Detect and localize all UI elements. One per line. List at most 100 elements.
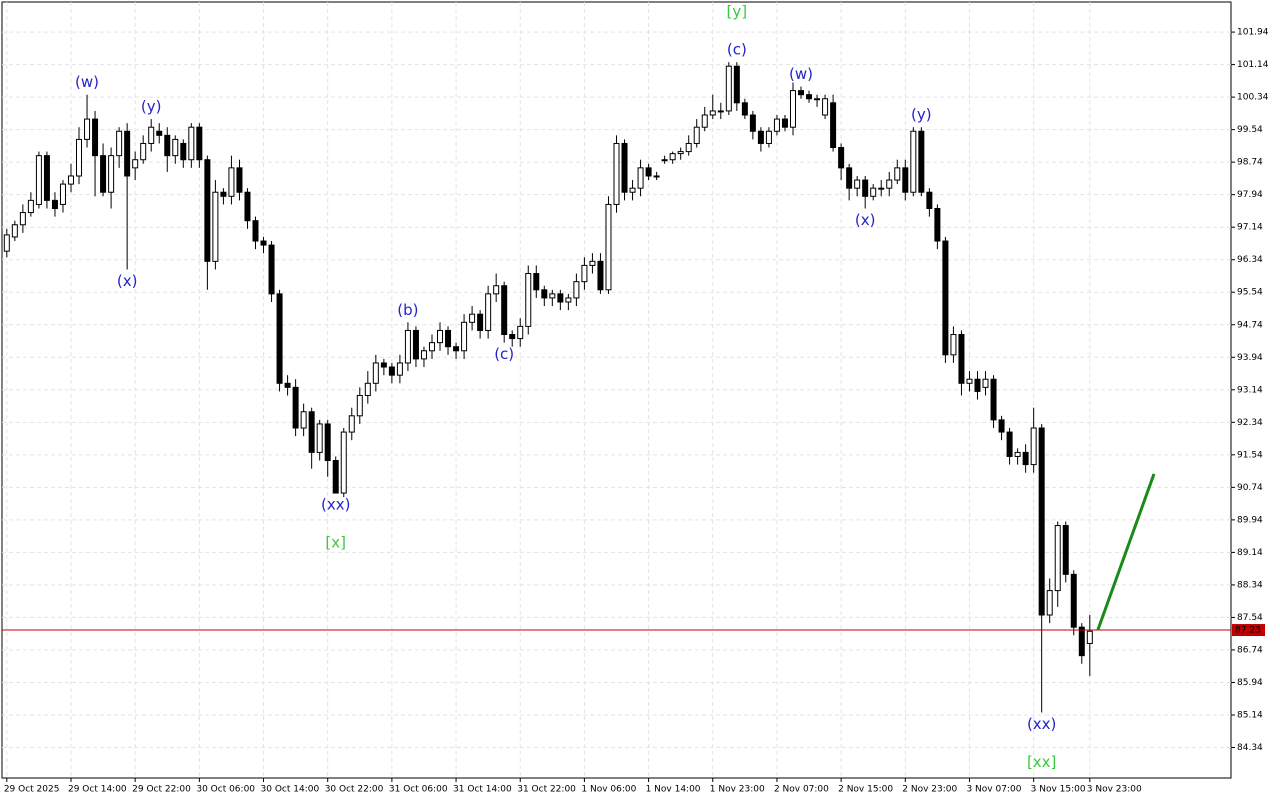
candle-body [1014,451,1021,457]
candle-body [549,293,556,299]
candle-body [789,90,796,128]
y-tick-label: 95.54 [1237,288,1263,298]
candle-body [918,130,925,193]
candle-body [3,234,10,252]
candle-body [870,187,877,197]
y-tick-label: 94.74 [1237,320,1263,330]
y-tick-label: 89.14 [1237,548,1263,558]
wave-label: [y] [727,3,748,21]
candle-body [934,207,941,242]
candle-body [92,118,99,157]
candle-body [1046,590,1053,616]
candle-body [910,130,917,193]
candle-body [316,423,323,453]
y-tick-label: 90.74 [1237,483,1263,493]
candle-body [902,167,909,193]
candle-body [84,118,91,140]
candle-body [132,159,139,169]
x-tick-label: 30 Oct 14:00 [261,785,320,795]
candle-body [212,191,219,262]
candle-body [942,240,949,356]
candle-body [1022,451,1029,466]
candle-body [573,281,580,299]
y-tick-label: 89.94 [1237,515,1263,525]
candle-body [124,130,131,177]
candle-body [653,175,660,178]
wave-label: [x] [325,534,346,552]
candle-body [557,293,564,303]
candle-body [533,273,540,291]
wave-label: [xx] [1027,753,1056,771]
projection-line [1096,473,1156,631]
candle-body [485,293,492,331]
candle-body [404,329,411,364]
x-tick-label: 1 Nov 14:00 [646,785,701,795]
candle-body [645,167,652,177]
wave-label: (x) [855,211,876,229]
y-tick-label: 86.74 [1237,645,1263,655]
x-tick-label: 1 Nov 06:00 [581,785,636,795]
candle-body [364,382,371,396]
candle-body [340,431,347,494]
y-tick-label: 100.34 [1237,93,1269,103]
candle-body [51,199,58,209]
candle-body [541,289,548,299]
wave-label: (y) [141,98,162,116]
candle-body [1030,427,1037,466]
candle-body [188,126,195,161]
x-tick-label: 29 Oct 22:00 [132,785,191,795]
candle-body [565,297,572,303]
candle-body [308,411,315,453]
candle-body [388,366,395,376]
candle-body [348,415,355,433]
candle-body [356,394,363,417]
candle-body [67,175,74,185]
x-tick-label: 30 Oct 22:00 [325,785,384,795]
candle-body [244,191,251,222]
wave-label: (w) [789,65,813,83]
candle-body [284,382,291,388]
candle-body [1038,427,1045,616]
y-tick-label: 84.34 [1237,743,1263,753]
candle-body [228,167,235,197]
candle-body [27,199,34,214]
candle-body [509,334,516,340]
y-tick-label: 96.34 [1237,255,1263,265]
candle-body [517,325,524,340]
candle-body [380,362,387,368]
candle-body [781,118,788,128]
candle-body [717,110,724,113]
wave-label: (c) [494,345,514,363]
candle-body [621,142,628,193]
candle-body [886,179,893,189]
candle-body [420,350,427,360]
y-tick-label: 97.14 [1237,223,1263,233]
candle-body [998,419,1005,433]
candle-body [108,155,115,193]
candle-body [958,334,965,384]
y-tick-label: 87.54 [1237,613,1263,623]
candle-body [749,114,756,132]
candle-body [605,203,612,291]
candle-body [757,130,764,144]
candle-body [164,134,171,157]
x-tick-label: 2 Nov 15:00 [838,785,893,795]
x-tick-label: 3 Nov 07:00 [966,785,1021,795]
candle-body [926,191,933,209]
candle-body [268,244,275,295]
candle-body [982,378,989,388]
candle-body [966,378,973,384]
candle-body [11,224,18,238]
y-tick-label: 92.34 [1237,418,1263,428]
candle-body [701,114,708,128]
x-tick-label: 29 Oct 2025 [4,785,60,795]
candle-body [100,155,107,193]
candle-body [236,167,243,193]
candle-body [116,130,123,157]
candle-body [204,159,211,262]
candle-body [35,155,42,205]
candle-body [396,362,403,376]
y-tick-label: 97.94 [1237,190,1263,200]
